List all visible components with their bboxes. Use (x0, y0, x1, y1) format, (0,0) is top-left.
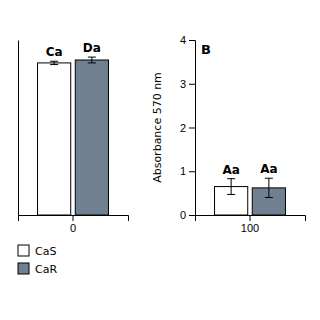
y-tick: 0 (180, 209, 195, 221)
y-tick-mark (189, 40, 195, 41)
legend-item: CaS (18, 245, 56, 258)
legend: CaS CaR (18, 245, 57, 276)
chart: 0 Ca Da CaS CaR 100 0 1 2 3 4 Aa Aa Absorbance 570 nm… (0, 0, 320, 320)
x-tick-label: 100 (241, 222, 259, 234)
bar (75, 60, 108, 215)
y-axis-line (18, 41, 19, 216)
marks (215, 178, 286, 215)
panel: 0 Ca Da CaS CaR (18, 41, 129, 276)
y-axis-line (189, 41, 196, 216)
y-tick-mark (189, 171, 195, 172)
y-tick-label: 3 (180, 78, 186, 90)
error-bar (88, 57, 96, 63)
x-tick: 100 (241, 215, 259, 234)
y-tick-label: 0 (180, 209, 186, 221)
legend-swatch (18, 245, 29, 256)
bar-label: Aa (260, 162, 277, 176)
x-tick-mark (250, 215, 251, 221)
panel: 100 0 1 2 3 4 Aa Aa Absorbance 570 nm B (151, 34, 306, 234)
y-tick: 1 (180, 165, 195, 177)
marks (38, 57, 109, 215)
x-axis-line (19, 216, 129, 222)
y-axis-title: Absorbance 570 nm (151, 72, 164, 183)
legend-label: CaS (35, 245, 56, 258)
background (0, 0, 320, 320)
y-axis: 0 1 2 3 4 (180, 34, 196, 221)
error-bar (50, 61, 58, 64)
bar-label: Da (83, 41, 101, 55)
error-bar (265, 178, 273, 197)
panel-title: B (201, 42, 211, 57)
x-tick: 0 (70, 215, 76, 234)
data-labels: Ca Da (46, 41, 101, 59)
bar (38, 63, 71, 215)
y-tick-mark (189, 215, 195, 216)
y-tick-label: 2 (180, 122, 186, 134)
x-tick-mark (73, 215, 74, 221)
error-bar (227, 179, 235, 195)
y-tick-mark (189, 84, 195, 85)
y-tick: 2 (180, 122, 195, 134)
x-axis: 0 (19, 215, 129, 234)
bar-label: Ca (46, 45, 63, 59)
y-tick: 3 (180, 78, 195, 90)
y-tick-label: 1 (180, 165, 186, 177)
legend-swatch (18, 263, 29, 274)
legend-label: CaR (35, 263, 57, 276)
x-tick-label: 0 (70, 222, 76, 234)
bar-label: Aa (222, 163, 239, 177)
y-axis (18, 41, 19, 216)
legend-item: CaR (18, 263, 57, 276)
x-axis-line (196, 216, 306, 222)
data-labels: Aa Aa (222, 162, 277, 176)
y-tick: 4 (180, 34, 195, 46)
y-tick-label: 4 (180, 34, 186, 46)
y-tick-mark (189, 128, 195, 129)
x-axis: 100 (196, 215, 306, 234)
